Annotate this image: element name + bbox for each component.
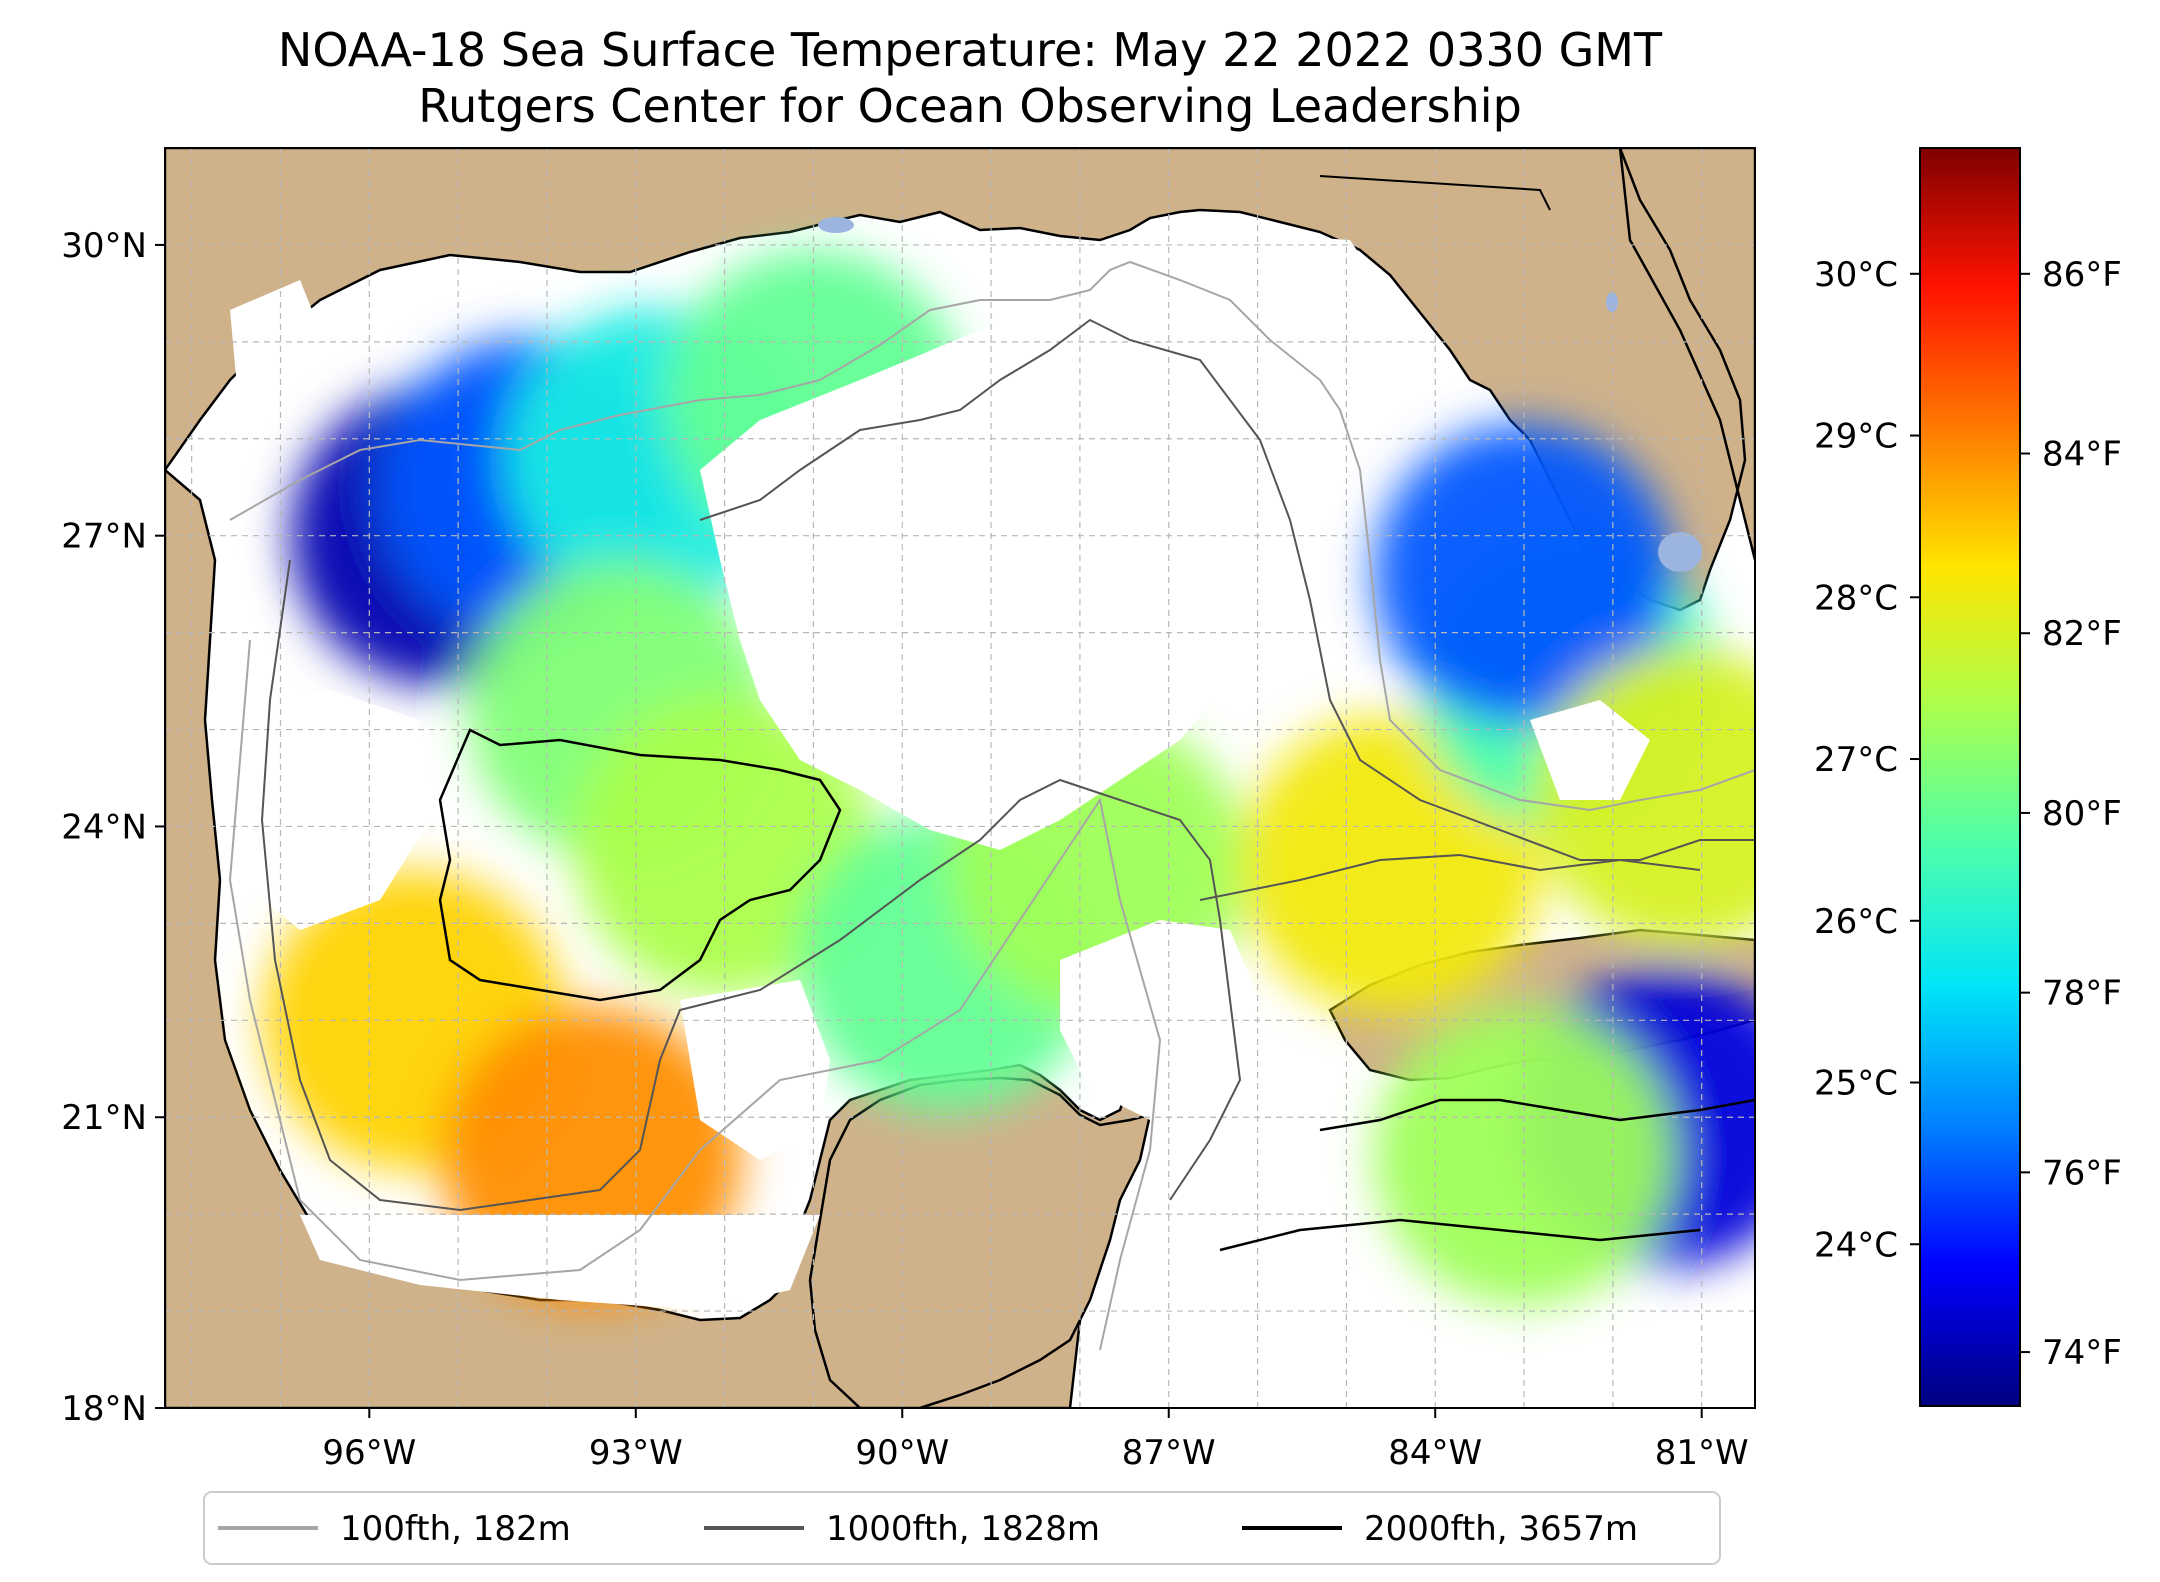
contour-100fth	[228, 260, 1755, 1351]
contour-2000fth	[438, 175, 1755, 1252]
colorbar-c-tick-label: 27°C	[1814, 740, 1898, 780]
lake-florida-small	[1606, 292, 1618, 312]
lat-tick-label: 18°N	[61, 1389, 147, 1429]
gridlines	[165, 148, 1755, 1408]
lat-tick-label: 21°N	[61, 1098, 147, 1138]
colorbar-c-tick-label: 24°C	[1814, 1225, 1898, 1265]
cloud-mask-yucatan-west	[300, 1215, 820, 1310]
cloud-mask-central-gulf	[700, 270, 1370, 850]
cloud-mask-north-west	[230, 280, 320, 420]
colorbar-fahrenheit-ticks: 86°F 84°F 82°F 80°F 78°F 76°F 74°F	[2020, 255, 2122, 1373]
lake-pontchartrain	[818, 217, 854, 233]
cloud-mask-bay-campeche	[680, 980, 830, 1160]
title-line-2: Rutgers Center for Ocean Observing Leade…	[418, 79, 1522, 133]
lat-tick-label: 30°N	[61, 226, 147, 266]
colorbar-f-tick-label: 80°F	[2042, 794, 2122, 834]
lake-layer	[818, 217, 1702, 572]
colorbar-f-tick-label: 76°F	[2042, 1153, 2122, 1193]
longitude-axis-labels: 96°W 93°W 90°W 87°W 84°W 81°W	[322, 1408, 1749, 1473]
contour-1000fth	[260, 318, 1755, 1212]
colorbar-c-tick-label: 28°C	[1814, 578, 1898, 618]
contour-100fth-line	[228, 260, 1755, 1351]
colorbar-f-tick-label: 86°F	[2042, 255, 2122, 295]
lon-tick-label: 81°W	[1655, 1433, 1749, 1473]
cloud-mask-layer	[230, 230, 1650, 1310]
title-line-1: NOAA-18 Sea Surface Temperature: May 22 …	[278, 23, 1663, 77]
colorbar-f-tick-label: 82°F	[2042, 614, 2122, 654]
lon-tick-label: 87°W	[1122, 1433, 1216, 1473]
legend-box	[203, 1491, 1721, 1565]
contour-1000fth-line	[260, 318, 1755, 1212]
colorbar-c-tick-label: 30°C	[1814, 255, 1898, 295]
legend-label-1000fth: 1000fth, 1828m	[826, 1509, 1100, 1549]
colorbar: 30°C 29°C 28°C 27°C 26°C 25°C 24°C 86°F 84°F 82°…	[1814, 147, 2122, 1407]
latitude-axis-labels: 30°N 27°N 24°N 21°N 18°N	[61, 226, 165, 1429]
lon-tick-label: 84°W	[1388, 1433, 1482, 1473]
colorbar-c-tick-label: 26°C	[1814, 902, 1898, 942]
legend-label-2000fth: 2000fth, 3657m	[1364, 1509, 1638, 1549]
lon-tick-label: 96°W	[322, 1433, 416, 1473]
sst-patch	[1374, 1006, 1675, 1306]
land-us-gulf-coast	[165, 148, 1755, 612]
sst-patch	[1374, 424, 1675, 725]
colorbar-c-tick-label: 25°C	[1814, 1064, 1898, 1104]
colorbar-f-tick-label: 74°F	[2042, 1333, 2122, 1373]
lat-tick-label: 24°N	[61, 807, 147, 847]
colorbar-celsius-ticks: 30°C 29°C 28°C 27°C 26°C 25°C 24°C	[1814, 255, 1920, 1265]
cloud-mask-cuba-north	[1530, 700, 1650, 800]
contour-2000fth-line	[438, 728, 1755, 1252]
border-florida-state	[1319, 175, 1551, 211]
contour-legend: 100fth, 182m 1000fth, 1828m 2000fth, 365…	[203, 1491, 1721, 1565]
colorbar-f-tick-label: 78°F	[2042, 974, 2122, 1014]
map-frame	[164, 147, 1756, 1409]
colorbar-gradient	[1919, 147, 2021, 1407]
lat-tick-label: 27°N	[61, 517, 147, 557]
cloud-mask-northeast	[1090, 230, 1390, 420]
lake-okeechobee	[1658, 532, 1702, 572]
colorbar-c-tick-label: 29°C	[1814, 417, 1898, 457]
colorbar-f-tick-label: 84°F	[2042, 435, 2122, 475]
lon-tick-label: 93°W	[589, 1433, 683, 1473]
map-panel	[165, 148, 1755, 1408]
cloud-mask-west-center	[230, 690, 430, 930]
legend-label-100fth: 100fth, 182m	[340, 1509, 571, 1549]
lon-tick-label: 90°W	[855, 1433, 949, 1473]
